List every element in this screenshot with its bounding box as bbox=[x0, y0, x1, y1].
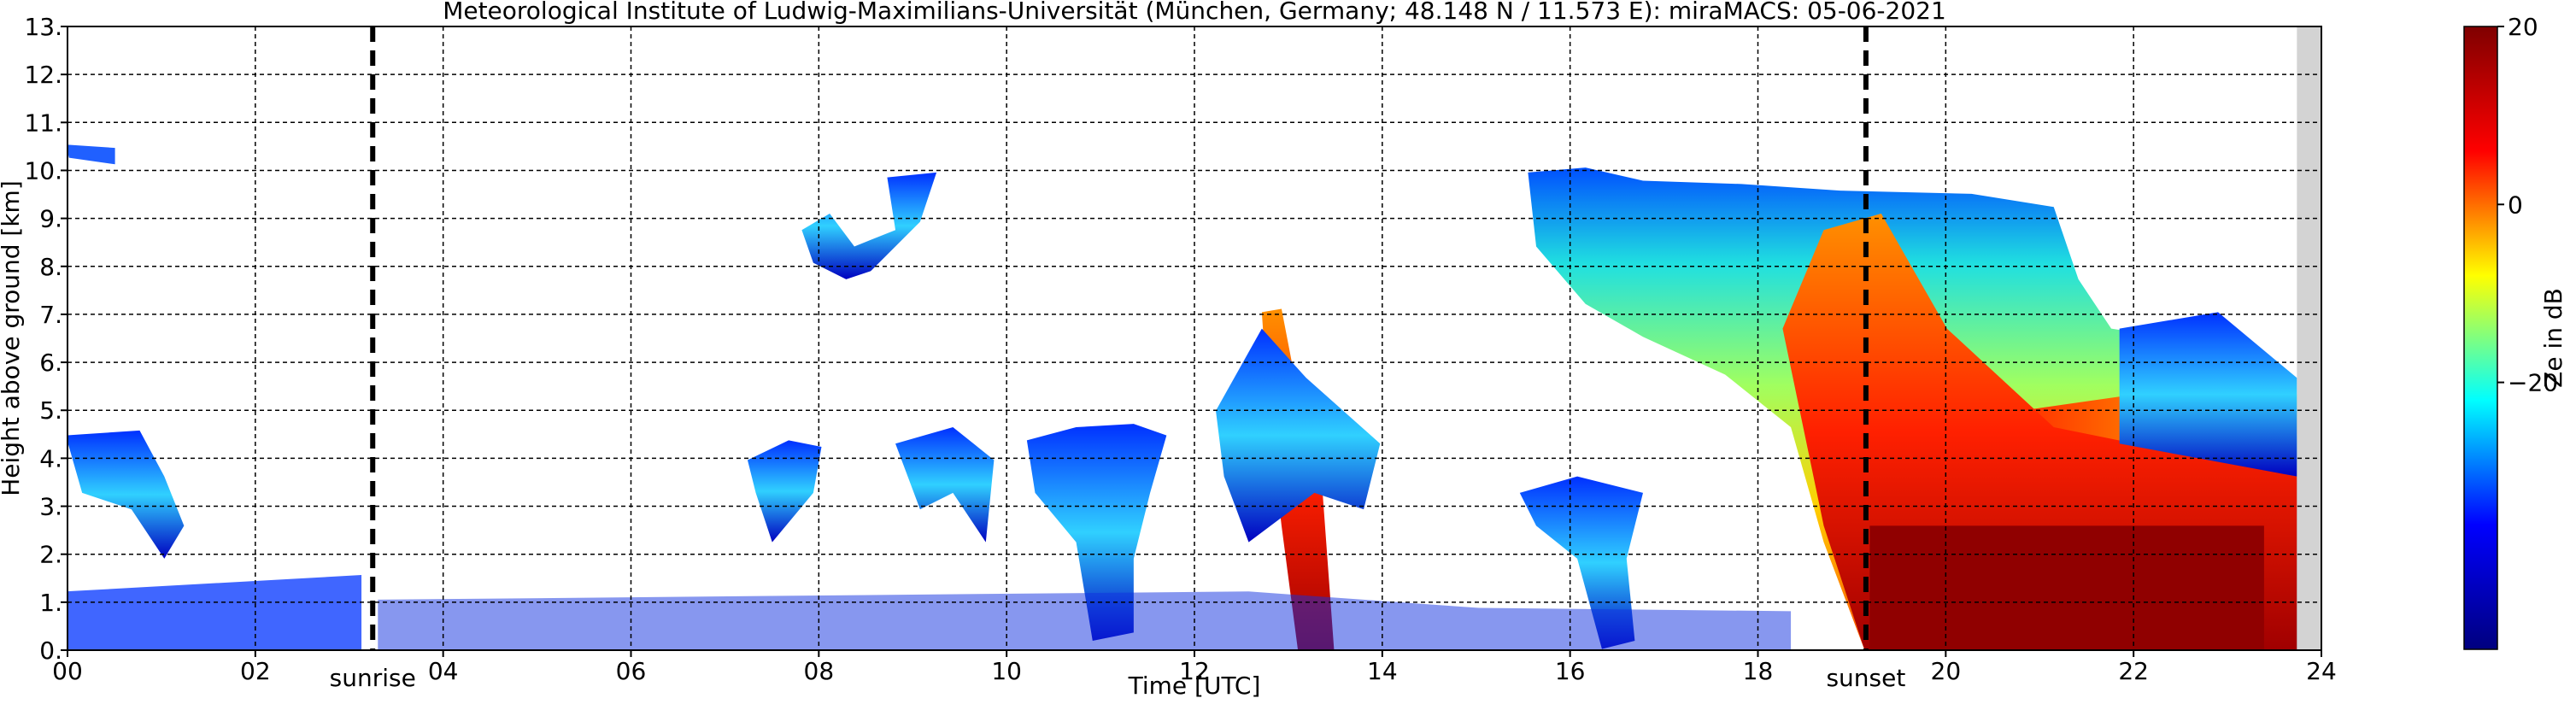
x-tick-label: 12 bbox=[1179, 657, 1210, 685]
colorbar-label: Ze in dB bbox=[2539, 288, 2567, 388]
y-axis-label: Height above ground [km] bbox=[0, 180, 25, 496]
x-tick-label: 20 bbox=[1931, 657, 1962, 685]
x-tick-label: 22 bbox=[2118, 657, 2149, 685]
colorbar-tick-label: 0 bbox=[2508, 191, 2523, 219]
x-tick-label: 04 bbox=[428, 657, 459, 685]
x-tick-label: 14 bbox=[1367, 657, 1398, 685]
y-tick-label: 5. bbox=[39, 396, 62, 425]
y-tick-label: 0. bbox=[39, 637, 62, 665]
y-tick-label: 4. bbox=[39, 444, 62, 472]
x-tick-label: 24 bbox=[2306, 657, 2337, 685]
y-tick-label: 12. bbox=[24, 61, 62, 89]
y-tick-label: 11. bbox=[24, 109, 62, 137]
y-tick-label: 8. bbox=[39, 253, 62, 281]
annotation-label: sunrise bbox=[330, 664, 416, 692]
y-tick-label: 7. bbox=[39, 301, 62, 329]
x-tick-label: 18 bbox=[1743, 657, 1774, 685]
y-tick-label: 6. bbox=[39, 349, 62, 377]
x-axis-label: Time [UTC] bbox=[1128, 672, 1261, 700]
x-tick-label: 06 bbox=[616, 657, 647, 685]
y-tick-label: 3. bbox=[39, 493, 62, 521]
radar-echoes bbox=[67, 26, 2321, 650]
colorbar bbox=[2463, 26, 2498, 650]
y-tick-label: 10. bbox=[24, 156, 62, 185]
y-tick-label: 13. bbox=[24, 13, 62, 41]
x-tick-label: 02 bbox=[240, 657, 271, 685]
x-tick-label: 10 bbox=[991, 657, 1022, 685]
colorbar-tick-label: 20 bbox=[2508, 13, 2538, 41]
x-tick-label: 16 bbox=[1555, 657, 1586, 685]
colorbar-tick-label: −20 bbox=[2508, 369, 2558, 397]
y-tick-label: 2. bbox=[39, 541, 62, 569]
x-tick-label: 00 bbox=[52, 657, 83, 685]
chart-title: Meteorological Institute of Ludwig-Maxim… bbox=[443, 0, 1946, 25]
annotation-label: sunset bbox=[1826, 664, 1905, 692]
y-tick-label: 9. bbox=[39, 205, 62, 233]
x-tick-label: 08 bbox=[804, 657, 835, 685]
y-tick-label: 1. bbox=[39, 589, 62, 617]
